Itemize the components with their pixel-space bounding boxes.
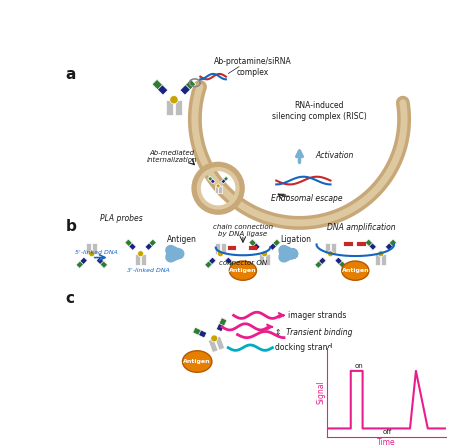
Text: Ab-mediated
internalization: Ab-mediated internalization — [146, 150, 197, 163]
Polygon shape — [125, 239, 132, 247]
Text: Ab-protamine/siRNA
complex: Ab-protamine/siRNA complex — [214, 58, 292, 77]
Polygon shape — [135, 254, 140, 265]
Polygon shape — [221, 176, 228, 184]
Circle shape — [328, 251, 334, 257]
Polygon shape — [185, 79, 196, 90]
Polygon shape — [365, 239, 373, 247]
Text: Antigen: Antigen — [167, 235, 197, 244]
Polygon shape — [76, 257, 87, 268]
Polygon shape — [166, 100, 173, 115]
Circle shape — [211, 335, 218, 342]
Polygon shape — [149, 239, 156, 247]
Ellipse shape — [342, 261, 369, 280]
Polygon shape — [335, 257, 346, 268]
Text: 3'-linked DNA: 3'-linked DNA — [128, 268, 170, 273]
Polygon shape — [315, 261, 322, 268]
Ellipse shape — [182, 351, 212, 372]
Circle shape — [216, 184, 220, 188]
Polygon shape — [152, 79, 168, 95]
Text: PLA probes: PLA probes — [100, 215, 143, 223]
Polygon shape — [375, 254, 380, 265]
Polygon shape — [273, 239, 281, 247]
Circle shape — [262, 251, 268, 257]
Polygon shape — [382, 254, 386, 265]
Text: on: on — [354, 363, 363, 369]
Polygon shape — [219, 186, 222, 193]
Text: 5'-linked DNA: 5'-linked DNA — [75, 250, 118, 255]
Circle shape — [137, 251, 144, 257]
Polygon shape — [193, 327, 207, 338]
Text: Ligation: Ligation — [280, 235, 311, 244]
Polygon shape — [229, 261, 236, 268]
Polygon shape — [180, 79, 196, 95]
Polygon shape — [315, 257, 326, 268]
Polygon shape — [325, 243, 330, 254]
Text: Antigen: Antigen — [183, 359, 211, 364]
Polygon shape — [365, 239, 376, 250]
Polygon shape — [385, 239, 397, 250]
Polygon shape — [96, 257, 108, 268]
Polygon shape — [269, 239, 281, 250]
Circle shape — [218, 251, 223, 257]
Text: DNA amplification: DNA amplification — [327, 223, 396, 232]
Polygon shape — [205, 261, 212, 268]
Polygon shape — [141, 254, 146, 265]
Polygon shape — [389, 239, 397, 247]
Polygon shape — [152, 79, 163, 90]
Polygon shape — [86, 243, 91, 254]
Polygon shape — [225, 257, 236, 268]
Text: off: off — [383, 429, 392, 435]
Polygon shape — [125, 239, 136, 250]
Polygon shape — [265, 254, 270, 265]
Polygon shape — [145, 239, 156, 250]
Text: docking strand: docking strand — [275, 343, 332, 352]
Text: Antigen: Antigen — [341, 268, 369, 273]
Polygon shape — [174, 100, 182, 115]
Polygon shape — [215, 336, 225, 350]
X-axis label: Time: Time — [377, 438, 396, 446]
Text: imager strands: imager strands — [288, 311, 346, 320]
Y-axis label: Signal: Signal — [317, 380, 326, 405]
Polygon shape — [219, 318, 227, 326]
Polygon shape — [216, 318, 227, 332]
Polygon shape — [100, 261, 108, 268]
Circle shape — [378, 251, 384, 257]
Polygon shape — [331, 243, 336, 254]
Polygon shape — [224, 176, 228, 181]
Text: b: b — [65, 219, 76, 234]
Polygon shape — [339, 261, 346, 268]
Text: c: c — [65, 291, 74, 306]
Polygon shape — [221, 243, 226, 254]
Text: chain connection
by DNA ligase: chain connection by DNA ligase — [213, 224, 273, 237]
Circle shape — [89, 251, 95, 257]
Polygon shape — [193, 327, 201, 335]
Polygon shape — [249, 239, 256, 247]
Polygon shape — [249, 239, 260, 250]
Text: Activation: Activation — [315, 151, 354, 160]
Polygon shape — [76, 261, 83, 268]
Text: ⇕  Transient binding: ⇕ Transient binding — [275, 328, 352, 337]
Text: RNA-induced
silencing complex (RISC): RNA-induced silencing complex (RISC) — [272, 101, 366, 121]
Polygon shape — [215, 243, 220, 254]
Polygon shape — [208, 339, 218, 352]
Polygon shape — [215, 186, 218, 193]
Polygon shape — [208, 176, 215, 184]
Text: a: a — [65, 67, 76, 83]
Circle shape — [170, 95, 178, 104]
Polygon shape — [208, 176, 213, 181]
Polygon shape — [205, 257, 216, 268]
Text: connector ON: connector ON — [219, 260, 267, 266]
Polygon shape — [259, 254, 264, 265]
Ellipse shape — [229, 261, 256, 280]
Text: Endosomal escape: Endosomal escape — [272, 194, 343, 202]
Polygon shape — [92, 243, 97, 254]
Text: Antigen: Antigen — [229, 268, 257, 273]
